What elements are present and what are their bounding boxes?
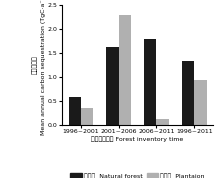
Y-axis label: 年均固碳量
Mean annual carbon sequestration (TgC·a⁻¹): 年均固碳量 Mean annual carbon sequestration (… xyxy=(33,0,46,135)
Legend: 天然林  Natural forest, 人工林  Plantaion: 天然林 Natural forest, 人工林 Plantaion xyxy=(70,173,205,178)
Bar xyxy=(194,80,207,125)
Bar xyxy=(81,108,93,125)
Bar xyxy=(144,39,156,125)
Bar xyxy=(156,119,169,125)
Bar xyxy=(106,47,119,125)
Bar xyxy=(68,97,81,125)
X-axis label: 森林调查时间 Forest inventory time: 森林调查时间 Forest inventory time xyxy=(91,137,184,142)
Bar xyxy=(119,15,131,125)
Bar xyxy=(182,61,194,125)
